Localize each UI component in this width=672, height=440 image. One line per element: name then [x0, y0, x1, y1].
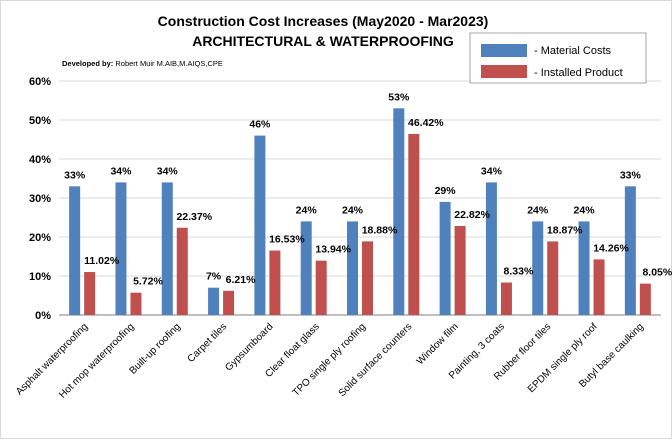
y-tick-label: 60% — [29, 76, 51, 88]
data-labels: 33% 11.02% 34% 5.72% 34% 22.37% 7% 6.21% 46% 16.5… — [64, 91, 672, 287]
bar-installed — [84, 272, 96, 315]
data-label: 24% — [527, 204, 549, 216]
bar-installed — [408, 133, 420, 315]
x-tick-label: Window film — [415, 321, 461, 367]
data-label: 24% — [296, 204, 318, 216]
chart-subtitle: ARCHITECTURAL & WATERPROOFING — [192, 33, 454, 49]
bar-material — [208, 287, 220, 315]
data-label: 14.26% — [593, 242, 629, 254]
data-label: 34% — [157, 165, 179, 177]
data-label: 29% — [435, 185, 457, 197]
data-label: 34% — [481, 165, 503, 177]
bar-installed — [454, 226, 466, 315]
bar-material — [254, 135, 266, 315]
data-label: 13.94% — [315, 244, 351, 256]
credit-line: Developed by: Robert Muir M.AIB,M.AIQS,C… — [62, 59, 223, 68]
bar-material — [624, 186, 636, 315]
bar-material — [393, 108, 405, 315]
y-tick-label: 30% — [29, 193, 51, 205]
bar-material — [300, 221, 312, 315]
data-label: 34% — [110, 165, 132, 177]
bar-installed — [547, 241, 559, 315]
bar-installed — [500, 282, 512, 315]
data-label: 11.02% — [84, 255, 120, 267]
bar-installed — [130, 292, 142, 315]
data-label: 33% — [620, 169, 642, 181]
data-label: 6.21% — [226, 274, 256, 286]
chart-title: Construction Cost Increases (May2020 - M… — [158, 13, 489, 29]
data-label: 22.82% — [454, 209, 490, 221]
bar-material — [161, 182, 173, 315]
data-label: 33% — [64, 169, 86, 181]
y-axis: 0% 10% 20% 30% 40% 50% 60% — [29, 76, 51, 322]
bar-installed — [362, 241, 373, 315]
y-tick-label: 0% — [35, 310, 51, 322]
data-label: 46.42% — [408, 117, 444, 129]
x-tick-label: Carpet tiles — [186, 321, 230, 365]
data-label: 22.37% — [176, 211, 212, 223]
data-label: 18.87% — [547, 224, 583, 236]
legend-swatch-material — [481, 44, 527, 57]
legend-label-material: - Material Costs — [534, 45, 612, 57]
y-tick-label: 20% — [29, 232, 51, 244]
data-label: 5.72% — [133, 276, 163, 288]
legend: - Material Costs - Installed Product — [469, 32, 647, 84]
bar-installed — [315, 260, 327, 315]
data-label: 18.88% — [362, 224, 398, 236]
gridlines — [59, 80, 661, 316]
data-label: 24% — [342, 204, 364, 216]
y-tick-label: 40% — [29, 154, 51, 166]
bar-installed — [176, 227, 188, 315]
bar-material — [115, 182, 127, 315]
y-tick-label: 10% — [29, 271, 51, 283]
bar-material — [485, 182, 497, 315]
data-label: 16.53% — [269, 234, 305, 246]
x-tick-label: Hot mop waterproofing — [57, 321, 136, 400]
bar-installed — [269, 250, 281, 315]
bars — [69, 108, 651, 315]
bar-material — [532, 221, 544, 315]
data-label: 53% — [388, 91, 410, 103]
data-label: 7% — [206, 271, 222, 283]
data-label: 8.05% — [642, 267, 672, 279]
bar-installed — [593, 259, 605, 315]
data-label: 8.33% — [504, 266, 534, 278]
x-tick-label: Gypsumboard — [223, 321, 275, 373]
credit-label: Developed by: — [62, 59, 113, 68]
y-tick-label: 50% — [29, 115, 51, 127]
credit-text: Robert Muir M.AIB,M.AIQS,CPE — [115, 59, 223, 68]
data-label: 46% — [249, 119, 271, 131]
bar-material — [578, 221, 590, 315]
bar-material — [347, 221, 358, 315]
bar-installed — [223, 290, 235, 315]
legend-label-installed: - Installed Product — [534, 67, 623, 79]
bar-material — [69, 186, 81, 315]
bar-material — [439, 201, 451, 315]
legend-swatch-installed — [481, 65, 527, 78]
data-label: 24% — [574, 204, 596, 216]
bar-installed — [639, 283, 651, 315]
